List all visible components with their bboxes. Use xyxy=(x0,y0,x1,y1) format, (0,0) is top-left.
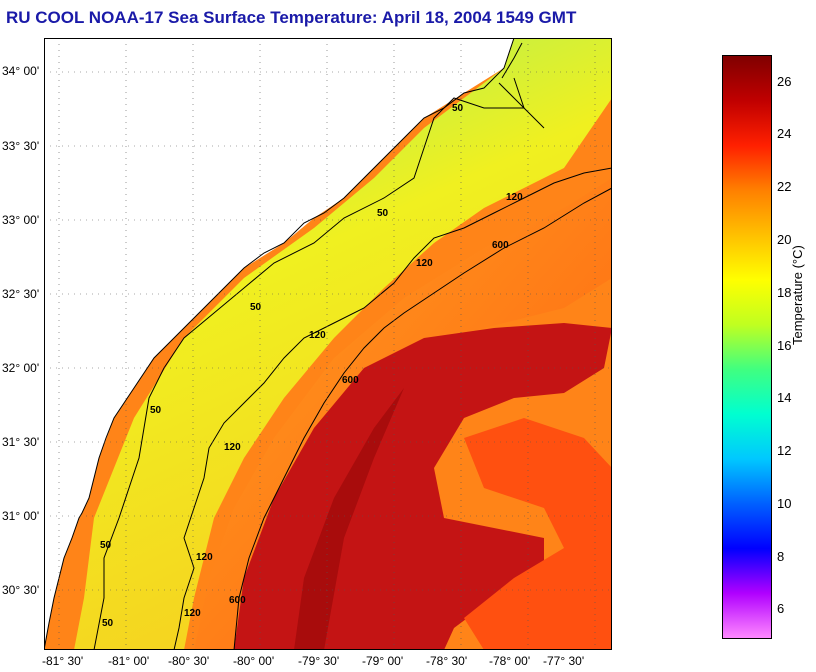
colorbar-tick: 26 xyxy=(777,74,792,89)
land-area xyxy=(44,38,514,650)
map-frame xyxy=(44,38,612,650)
contour-label: 120 xyxy=(224,442,241,453)
lon-label: -78° 00' xyxy=(489,654,531,668)
colorbar-tick: 24 xyxy=(777,126,792,141)
lon-label: -79° 00' xyxy=(362,654,404,668)
lat-label: 31° 00' xyxy=(2,509,40,523)
contour-50m xyxy=(93,77,525,650)
graticule xyxy=(44,38,612,650)
contour-label: 50 xyxy=(452,103,464,114)
contour-label: 120 xyxy=(416,258,433,269)
contour-label: 50 xyxy=(102,618,114,629)
contour-label: 600 xyxy=(229,595,246,606)
colorbar-tick: 10 xyxy=(777,496,792,511)
colorbar-tick: 18 xyxy=(777,285,792,300)
page-title: RU COOL NOAA-17 Sea Surface Temperature:… xyxy=(6,8,577,27)
gulf-stream-core xyxy=(294,388,404,650)
shelf-water xyxy=(74,38,612,650)
colorbar-tick: 12 xyxy=(777,443,792,458)
contour-label: 120 xyxy=(506,192,523,203)
contour-label: 600 xyxy=(342,375,359,386)
warm-eddy xyxy=(464,418,612,650)
lon-label: -78° 30' xyxy=(426,654,468,668)
lon-label: -79° 30' xyxy=(298,654,340,668)
lon-label: -80° 30' xyxy=(168,654,210,668)
lon-label: -80° 00' xyxy=(233,654,275,668)
lat-label: 30° 30' xyxy=(2,583,40,597)
slope-water xyxy=(194,178,612,650)
contour-label: 600 xyxy=(492,240,509,251)
contour-120m xyxy=(173,167,612,650)
contour-600m xyxy=(233,187,612,650)
contour-label: 50 xyxy=(150,405,162,416)
lon-label: -77° 30' xyxy=(543,654,585,668)
colorbar-tick: 8 xyxy=(777,549,785,564)
temperature-colorbar xyxy=(722,55,772,639)
coastline xyxy=(44,38,515,650)
contour-label: 50 xyxy=(100,540,112,551)
lat-label: 33° 30' xyxy=(2,139,40,153)
lat-label: 34° 00' xyxy=(2,64,40,78)
colorbar-tick: 16 xyxy=(777,338,792,353)
contour-label: 120 xyxy=(184,608,201,619)
contour-label: 120 xyxy=(196,552,213,563)
outer-banks xyxy=(498,42,545,129)
colorbar-label: Temperature (°C) xyxy=(790,245,805,345)
colorbar-tick: 6 xyxy=(777,601,785,616)
lat-label: 31° 30' xyxy=(2,435,40,449)
lon-label: -81° 30' xyxy=(42,654,84,668)
colorbar-tick: 22 xyxy=(777,179,792,194)
lat-label: 32° 30' xyxy=(2,287,40,301)
colorbar-tick: 20 xyxy=(777,232,792,247)
lat-label: 33° 00' xyxy=(2,213,40,227)
contour-label: 50 xyxy=(250,302,262,313)
lon-label: -81° 00' xyxy=(108,654,150,668)
lat-label: 32° 00' xyxy=(2,361,40,375)
colorbar-tick: 14 xyxy=(777,390,792,405)
contour-label: 120 xyxy=(309,330,326,341)
sst-map: 50 50 50 50 50 50 120 120 120 120 120 12… xyxy=(44,38,612,650)
contour-label: 50 xyxy=(377,208,389,219)
